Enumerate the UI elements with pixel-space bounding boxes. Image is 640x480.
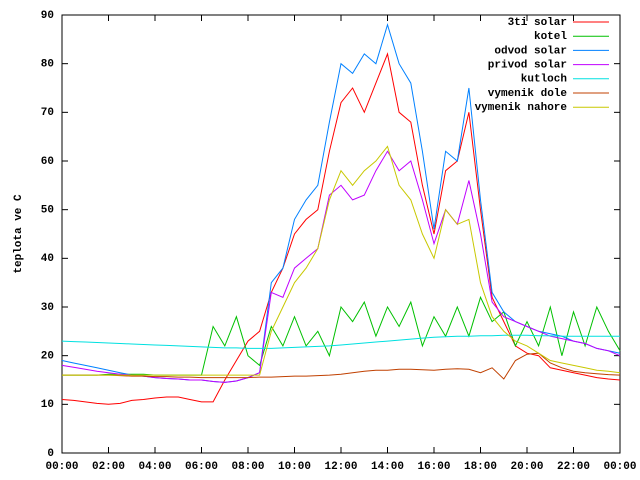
y-tick-label: 20: [41, 351, 54, 363]
series-line: [62, 295, 621, 376]
x-tick-label: 00:00: [45, 461, 78, 473]
y-tick-label: 0: [47, 448, 54, 460]
x-tick-label: 16:00: [417, 461, 450, 473]
y-tick-label: 40: [41, 253, 54, 265]
x-tick-label: 14:00: [371, 461, 404, 473]
x-tick-label: 20:00: [510, 461, 543, 473]
y-axis-label: teplota ve C: [13, 194, 25, 274]
legend-label: kotel: [534, 31, 567, 43]
y-tick-label: 70: [41, 107, 54, 119]
series-line: [61, 334, 620, 349]
y-tick-label: 10: [41, 399, 54, 411]
x-tick-label: 22:00: [557, 461, 590, 473]
legend-label: vymenik nahore: [475, 102, 568, 114]
series-line: [61, 150, 621, 383]
x-tick-label: 10:00: [278, 461, 311, 473]
legend-label: odvod solar: [494, 45, 567, 57]
legend-label: privod solar: [488, 60, 567, 72]
x-tick-label: 00:00: [603, 461, 636, 473]
y-tick-label: 50: [41, 205, 54, 217]
x-tick-label: 06:00: [185, 461, 218, 473]
x-tick-label: 04:00: [138, 461, 171, 473]
series-line: [61, 52, 621, 405]
x-tick-label: 18:00: [464, 461, 497, 473]
y-tick-label: 90: [41, 10, 54, 22]
y-tick-label: 80: [41, 59, 54, 71]
y-tick-label: 30: [41, 302, 54, 314]
legend-label: kutloch: [521, 74, 567, 86]
x-tick-label: 08:00: [231, 461, 264, 473]
x-tick-label: 12:00: [324, 461, 357, 473]
legend-label: 3ti solar: [508, 17, 567, 29]
y-tick-label: 60: [41, 156, 54, 168]
series-line: [62, 145, 621, 376]
x-tick-label: 02:00: [92, 461, 125, 473]
series-line: [62, 352, 621, 380]
legend-label: vymenik dole: [488, 88, 568, 100]
